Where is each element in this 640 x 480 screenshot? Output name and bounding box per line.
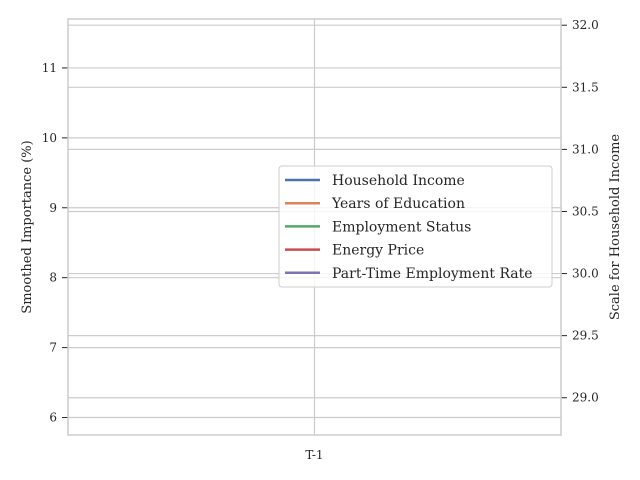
legend-label: Household Income <box>332 173 465 189</box>
y-tick-label: 11 <box>42 61 57 75</box>
y2-axis-label-group: Scale for Household Income <box>608 134 623 321</box>
y2-tick-label: 30.5 <box>572 204 599 218</box>
y2-tick-label: 31.0 <box>572 142 599 156</box>
legend: Household Income Years of Education Employ… <box>278 165 553 288</box>
x-tick-label: T-1 <box>305 448 323 462</box>
plot-frame <box>67 18 562 436</box>
legend-label: Part-Time Employment Rate <box>332 266 533 282</box>
y-tick-label: 6 <box>49 411 57 425</box>
y-tick-label: 9 <box>49 201 57 215</box>
y2-tick-label: 29.0 <box>572 391 599 405</box>
y-axis-label-group: Smoothed Importance (%) <box>20 140 35 313</box>
y-tick-label: 8 <box>49 271 57 285</box>
legend-box <box>278 165 553 288</box>
y-tick-label: 7 <box>49 341 57 355</box>
y-axis-label: Smoothed Importance (%) <box>20 140 35 313</box>
ticks: T-1 6 7 8 9 10 11 29.0 29.5 30.0 30.5 31.0 31.5 32.0 <box>42 18 599 462</box>
y2-axis-label: Scale for Household Income <box>608 134 623 321</box>
legend-label: Years of Education <box>331 196 465 212</box>
y-tick-label: 10 <box>42 131 57 145</box>
legend-label: Employment Status <box>332 219 471 235</box>
y2-tick-label: 31.5 <box>572 80 599 94</box>
y2-tick-label: 30.0 <box>572 267 599 281</box>
legend-label: Energy Price <box>332 243 424 259</box>
y2-tick-label: 29.5 <box>572 329 599 343</box>
y2-tick-label: 32.0 <box>572 18 599 32</box>
